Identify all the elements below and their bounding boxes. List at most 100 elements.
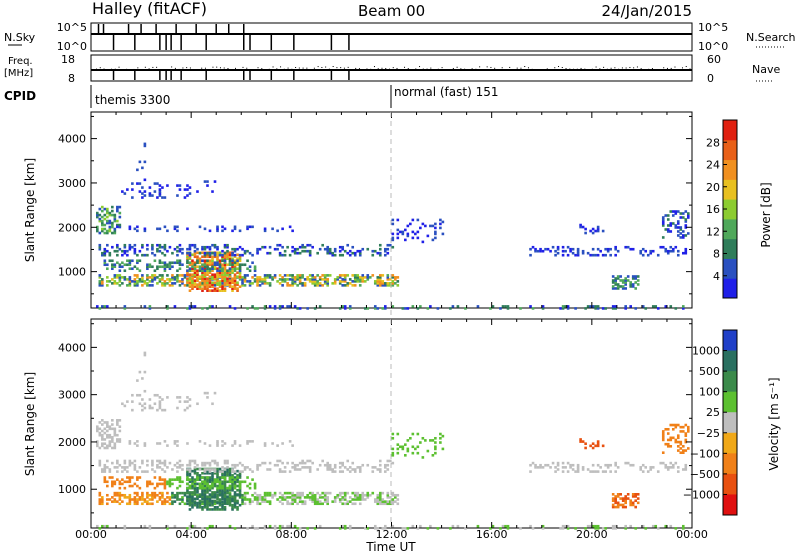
velocity-cell [228,496,232,499]
velocity-cell [296,468,299,471]
power-cell [238,259,242,263]
velocity-cell [649,466,653,469]
power-cell [681,230,685,233]
power-cell [191,279,194,282]
power-cell [201,269,204,273]
power-cell [323,247,327,251]
power-cell [253,267,257,271]
nave-point [193,69,195,71]
velocity-cell [118,480,122,484]
nave-point [129,69,131,71]
power-cell [233,253,237,257]
power-cell [213,267,217,271]
power-cell [206,285,209,288]
velocity-cell [143,442,147,445]
power-cell [241,276,244,279]
power-cell [223,245,227,249]
velocity-cell [138,496,142,499]
power-cell [621,287,625,290]
velocity-cell [188,503,192,507]
power-cell [196,259,199,263]
velocity-cell [193,478,197,481]
power-cell [686,214,690,217]
velocity-cell [266,491,269,495]
power-cell [166,282,169,285]
velocity-cell [116,491,119,495]
velocity-cell [213,461,217,465]
power-cell [534,249,537,253]
power-cell [233,261,237,265]
power-cell [221,287,224,290]
velocity-cell [228,471,232,475]
power-cell [614,305,617,308]
power-cell [236,267,239,271]
velocity-cell [226,488,229,492]
velocity-cell [183,493,187,497]
velocity-cell [348,527,352,530]
power-cell [168,267,172,271]
velocity-cell [308,459,312,463]
velocity-cell [163,478,167,481]
velocity-cell [221,486,224,490]
power-cell [133,247,137,251]
power-cell [148,280,152,283]
power-cell [248,265,252,269]
power-cell [131,245,134,249]
power-cell [216,283,219,286]
velocity-cell [566,527,570,530]
power-cell [153,182,157,185]
power-cell [268,305,272,308]
velocity-cell [256,468,259,471]
power-cell [198,287,202,290]
velocity-cell [273,524,277,528]
power-cell [356,249,360,253]
velocity-cell [211,476,214,479]
velocity-cell [419,441,422,444]
power-cell [569,247,572,251]
power-cell [561,305,565,308]
power-cell [591,247,595,251]
velocity-cell [133,466,137,469]
velocity-cell [221,471,224,475]
colorbar-swatch [723,432,737,454]
power-cell [206,267,209,271]
power-cell [106,263,109,267]
colorbar-tick-label: −100 [690,447,720,460]
velocity-cell [151,493,154,497]
power-cell [634,307,638,310]
velocity-cell [546,463,550,467]
power-cell [346,282,350,285]
power-cell [198,251,202,255]
velocity-cell [208,486,212,490]
power-cell [238,269,242,273]
power-cell [221,249,224,253]
power-ylabel: Slant Range [km] [23,158,37,262]
velocity-cell [106,502,109,506]
power-cell [216,287,219,290]
power-cell [236,257,239,261]
nave-point [460,68,462,70]
power-cell [223,281,227,284]
velocity-cell [118,463,122,467]
power-cell [161,282,164,285]
power-cell [196,276,199,279]
power-cell [186,271,189,275]
velocity-cell [256,500,259,503]
velocity-cell [308,466,312,469]
power-cell [151,251,154,255]
power-cell [286,284,289,287]
velocity-cell [136,393,139,397]
velocity-cell [293,496,297,499]
velocity-cell [238,444,242,447]
power-cell [291,245,294,249]
velocity-cell [201,463,204,467]
nave-point [174,67,176,69]
velocity-cell [221,466,224,469]
power-cell [206,263,209,267]
velocity-cell [223,442,227,445]
velocity-cell [201,497,204,501]
power-cell [108,213,112,217]
power-cell [131,267,134,271]
velocity-cell [201,480,204,484]
power-cell [123,278,127,281]
